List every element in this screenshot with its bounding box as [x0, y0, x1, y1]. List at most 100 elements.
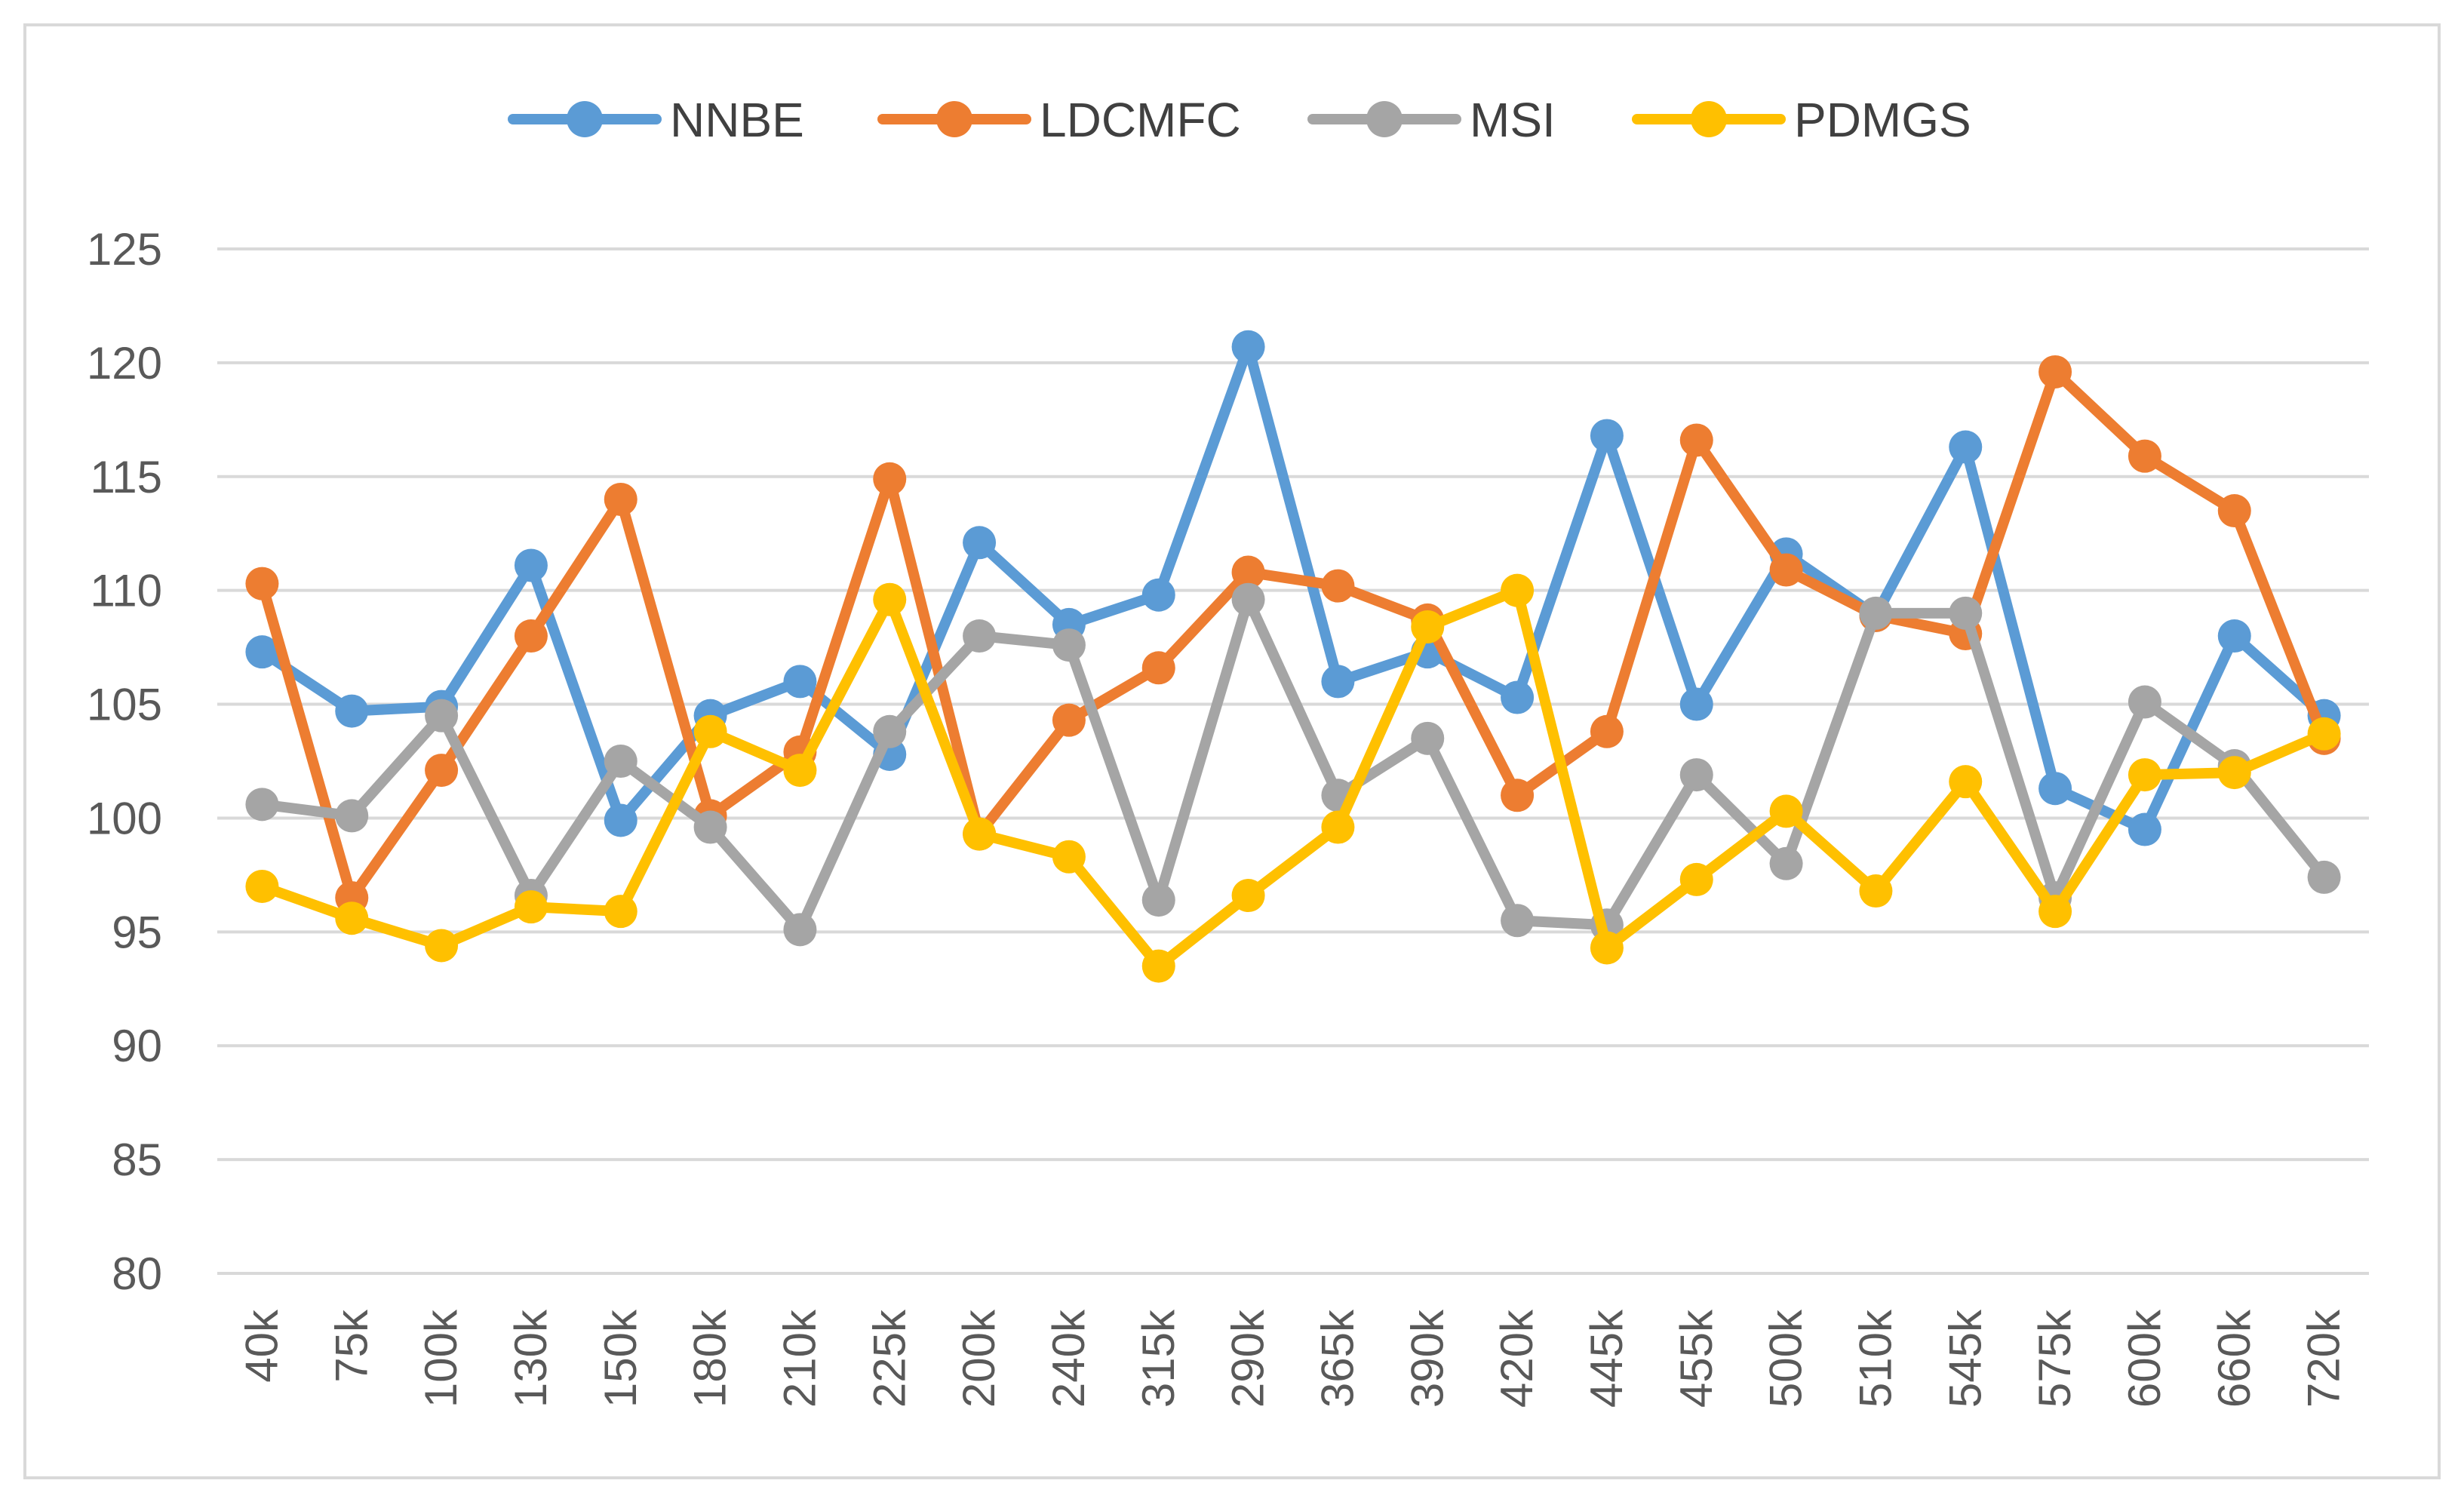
x-tick-label: 75k	[326, 1309, 376, 1383]
data-point-ldcmfc	[2038, 355, 2072, 389]
data-point-ldcmfc	[2217, 494, 2251, 528]
legend-label: MSI	[1470, 93, 1556, 147]
data-point-ldcmfc	[873, 462, 907, 496]
legend-swatch-marker	[1366, 101, 1403, 137]
data-point-ldcmfc	[245, 567, 279, 600]
data-point-ldcmfc	[1141, 651, 1175, 685]
y-tick-label: 85	[112, 1135, 162, 1185]
x-tick-label: 315k	[1133, 1309, 1184, 1408]
data-point-pdmgs	[1052, 840, 1086, 874]
data-point-pdmgs	[2217, 756, 2251, 790]
x-tick-label: 130k	[505, 1309, 556, 1408]
data-point-msi	[693, 810, 727, 844]
data-point-nnbe	[1590, 419, 1624, 453]
data-point-ldcmfc	[1501, 779, 1535, 812]
y-tick-label: 120	[87, 338, 162, 389]
x-axis-ticks: 40k 75k 100k 130k 150k 180k 210k 225k 200k 240k 31…	[236, 1309, 2349, 1408]
data-point-pdmgs	[1679, 862, 1713, 896]
data-point-msi	[425, 699, 459, 733]
series-ldcmfc	[245, 355, 2341, 915]
data-point-pdmgs	[1411, 610, 1445, 643]
x-tick-label: 200k	[954, 1309, 1004, 1408]
data-point-nnbe	[2128, 812, 2161, 846]
legend-item-nnbe: NNBE	[508, 93, 804, 147]
data-point-msi	[1231, 582, 1265, 616]
x-tick-label: 240k	[1043, 1309, 1094, 1408]
data-point-msi	[963, 619, 997, 653]
data-point-pdmgs	[963, 817, 997, 851]
data-point-msi	[1769, 846, 1803, 880]
x-tick-label: 510k	[1850, 1309, 1900, 1408]
x-tick-label: 150k	[595, 1309, 646, 1408]
y-tick-label: 105	[87, 680, 162, 730]
data-point-pdmgs	[1231, 879, 1265, 913]
data-point-pdmgs	[1321, 810, 1355, 844]
data-point-msi	[1411, 721, 1445, 755]
data-point-pdmgs	[1769, 794, 1803, 828]
data-point-pdmgs	[2038, 895, 2072, 929]
x-tick-label: 445k	[1581, 1309, 1632, 1408]
series-line-msi	[257, 594, 2330, 935]
data-point-pdmgs	[1501, 573, 1535, 607]
y-tick-label: 110	[90, 566, 162, 616]
x-tick-label: 600k	[2119, 1309, 2170, 1408]
x-tick-label: 365k	[1312, 1309, 1363, 1408]
data-point-nnbe	[2038, 772, 2072, 806]
data-point-pdmgs	[693, 714, 727, 748]
data-point-msi	[604, 745, 638, 778]
data-point-ldcmfc	[1769, 553, 1803, 587]
legend-item-pdmgs: PDMGS	[1632, 93, 1971, 147]
x-tick-label: 210k	[774, 1309, 825, 1408]
y-tick-label: 125	[87, 224, 162, 275]
data-point-msi	[1141, 883, 1175, 917]
y-tick-label: 115	[90, 452, 162, 502]
x-tick-label: 500k	[1761, 1309, 1811, 1408]
data-point-pdmgs	[873, 582, 907, 616]
data-point-nnbe	[1141, 578, 1175, 612]
data-point-pdmgs	[335, 901, 369, 935]
x-tick-label: 720k	[2299, 1309, 2349, 1408]
data-point-nnbe	[604, 803, 638, 837]
data-point-nnbe	[1679, 687, 1713, 721]
legend-label: PDMGS	[1794, 93, 1971, 147]
series-lines	[245, 330, 2341, 983]
x-tick-label: 100k	[416, 1309, 466, 1408]
legend-item-msi: MSI	[1307, 93, 1556, 147]
data-point-msi	[1679, 758, 1713, 792]
legend-swatch-marker	[567, 101, 603, 137]
data-point-nnbe	[2217, 619, 2251, 653]
series-pdmgs	[245, 573, 2341, 983]
x-tick-label: 545k	[1940, 1309, 1990, 1408]
data-point-nnbe	[514, 548, 548, 582]
y-tick-label: 100	[87, 793, 162, 843]
data-point-msi	[1501, 904, 1535, 938]
data-point-pdmgs	[245, 869, 279, 903]
data-point-ldcmfc	[1052, 703, 1086, 737]
y-tick-label: 90	[112, 1021, 162, 1071]
data-point-pdmgs	[1949, 765, 1983, 799]
data-point-nnbe	[1321, 665, 1355, 699]
x-tick-label: 660k	[2209, 1309, 2260, 1408]
x-tick-label: 575k	[2029, 1309, 2080, 1408]
data-point-nnbe	[783, 665, 817, 699]
data-point-msi	[2307, 860, 2341, 894]
chart-border	[23, 23, 2441, 1479]
legend-label: NNBE	[670, 93, 804, 147]
data-point-ldcmfc	[604, 482, 638, 516]
data-point-ldcmfc	[514, 619, 548, 653]
y-tick-label: 95	[112, 907, 162, 957]
data-point-ldcmfc	[1231, 555, 1265, 589]
y-axis-ticks: 80 85 90 95 100 105 110 115 120 125	[87, 224, 162, 1299]
data-point-ldcmfc	[2128, 439, 2161, 473]
data-point-msi	[335, 799, 369, 833]
legend-item-ldcmfc: LDCMFC	[877, 93, 1241, 147]
data-point-nnbe	[1949, 430, 1983, 464]
data-point-pdmgs	[1590, 931, 1624, 965]
data-point-pdmgs	[2307, 717, 2341, 751]
data-point-pdmgs	[2128, 758, 2161, 792]
data-point-msi	[245, 788, 279, 822]
data-point-pdmgs	[514, 890, 548, 924]
data-point-pdmgs	[604, 895, 638, 929]
